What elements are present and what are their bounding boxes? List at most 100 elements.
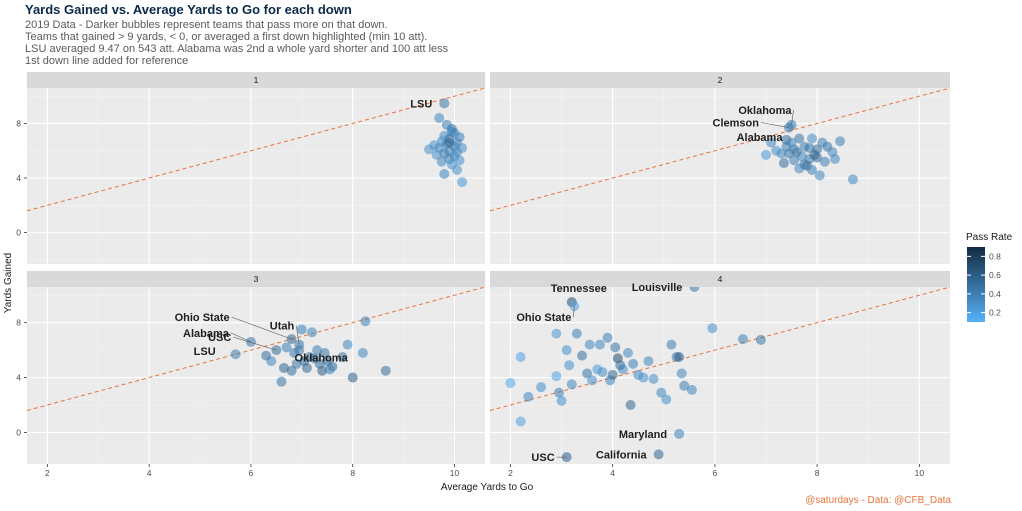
facet-strip-label: 2 — [718, 75, 723, 85]
team-point — [625, 400, 636, 410]
label-leader-line — [573, 306, 575, 318]
team-point — [738, 334, 748, 345]
facet-strip — [27, 72, 485, 88]
facet-panel — [490, 287, 950, 464]
team-point — [607, 369, 618, 380]
team-point — [807, 164, 817, 175]
team-point-california — [653, 449, 664, 460]
team-point — [436, 156, 447, 167]
y-tick-label: 4 — [16, 173, 21, 183]
label-leader-line — [295, 325, 300, 345]
team-point — [812, 152, 823, 163]
label-leader-line — [791, 109, 794, 125]
team-point — [505, 378, 516, 389]
first-down-reference-line — [26, 87, 486, 212]
team-point — [360, 316, 371, 327]
x-tick-label: 8 — [815, 468, 820, 478]
team-point — [319, 347, 330, 358]
team-point — [587, 375, 598, 386]
team-point — [676, 368, 687, 379]
label-leader-line — [233, 336, 277, 351]
team-point — [771, 145, 782, 156]
team-point — [674, 351, 685, 362]
team-label: USC — [531, 452, 554, 464]
team-point — [431, 149, 442, 160]
team-point — [847, 174, 858, 185]
team-point — [623, 347, 633, 358]
label-leader-line — [231, 316, 292, 340]
legend-title: Pass Rate — [966, 232, 1013, 243]
subtitle-line-4: 1st down line added for reference — [25, 55, 189, 67]
team-point — [819, 156, 830, 167]
legend-tick-label: 0.2 — [989, 308, 1001, 318]
x-tick-label: 8 — [350, 468, 355, 478]
team-label: Ohio State — [516, 312, 571, 324]
team-point — [661, 394, 672, 405]
x-tick-label: 10 — [915, 468, 925, 478]
team-point-lsu — [439, 98, 450, 109]
team-point — [656, 387, 667, 398]
team-point — [564, 360, 575, 371]
team-point — [515, 351, 526, 362]
legend-tick-label: 0.8 — [989, 251, 1001, 261]
team-label: Tennessee — [551, 283, 607, 295]
team-point — [314, 358, 325, 369]
x-tick-label: 6 — [713, 468, 718, 478]
team-point — [577, 350, 587, 361]
team-point — [571, 328, 582, 339]
team-point — [789, 144, 800, 155]
subtitle-line-2: Teams that gained > 9 yards, < 0, or ave… — [25, 31, 428, 43]
team-point — [278, 362, 289, 373]
x-tick-label: 4 — [147, 468, 152, 478]
team-point — [556, 395, 567, 406]
team-point — [638, 372, 649, 383]
team-point — [322, 356, 333, 367]
team-point — [766, 137, 777, 148]
team-point — [648, 373, 659, 384]
team-point — [666, 339, 677, 350]
first-down-reference-line — [489, 286, 951, 411]
first-down-reference-line — [489, 87, 951, 212]
x-tick-label: 10 — [450, 468, 460, 478]
team-point — [551, 328, 562, 339]
team-point — [807, 133, 817, 144]
subtitle-line-1: 2019 Data - Darker bubbles represent tea… — [25, 19, 388, 31]
team-point-maryland — [674, 428, 685, 439]
facet-strip — [490, 271, 950, 287]
x-tick-label: 4 — [610, 468, 615, 478]
facet-strip-label: 4 — [718, 274, 723, 284]
team-label: Ohio State — [175, 312, 230, 324]
y-tick-label: 0 — [16, 228, 21, 238]
team-point — [594, 339, 605, 350]
legend-tick-label: 0.6 — [989, 270, 1001, 280]
chart-caption: @saturdays - Data: @CFB_Data — [805, 495, 951, 506]
team-label: Utah — [270, 321, 295, 333]
team-point — [551, 371, 562, 382]
team-point — [566, 379, 577, 390]
team-point — [380, 365, 391, 376]
x-tick-label: 2 — [508, 468, 513, 478]
team-point-lsu — [230, 349, 241, 360]
team-point — [312, 345, 323, 356]
legend: 0.2 0.4 0.6 0.8 — [967, 251, 1001, 318]
team-point — [306, 327, 317, 338]
team-label: LSU — [194, 346, 216, 358]
x-tick-label: 2 — [45, 468, 50, 478]
facet-points — [424, 98, 468, 188]
team-point — [679, 380, 690, 391]
team-label: California — [596, 449, 648, 461]
facet-panel — [27, 287, 485, 464]
team-point — [446, 126, 457, 137]
chart-title: Yards Gained vs. Average Yards to Go for… — [25, 2, 352, 17]
team-point — [799, 159, 810, 170]
team-point — [299, 356, 310, 367]
team-point — [444, 137, 455, 148]
team-label: USC — [208, 332, 231, 344]
legend-tick-label: 0.4 — [989, 289, 1001, 299]
y-tick-label: 8 — [16, 118, 21, 128]
facet-points — [761, 119, 858, 185]
team-point — [707, 323, 718, 334]
team-label: Oklahoma — [295, 352, 349, 364]
